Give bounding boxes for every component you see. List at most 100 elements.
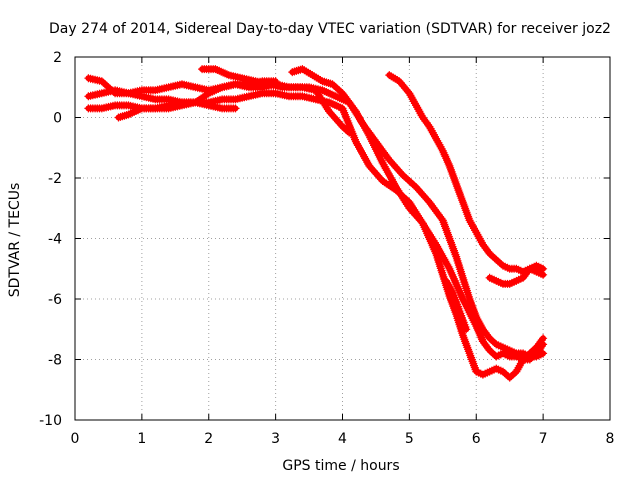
data-point [126,102,131,108]
data-point [426,199,432,205]
y-tick-label: -2 [48,171,62,187]
data-point [540,350,546,356]
data-point [219,105,225,111]
x-tick-label: 1 [137,431,146,447]
data-point [540,335,546,341]
data-point [259,90,265,96]
x-tick-label: 8 [606,431,615,447]
data-point [400,172,406,178]
data-point [513,278,519,284]
data-point [366,163,372,169]
data-point [319,78,325,84]
x-tick-label: 2 [204,431,213,447]
data-point [520,350,526,356]
data-point [540,272,546,278]
data-point [353,139,359,145]
data-point [299,66,305,72]
data-point [406,90,412,96]
data-point [533,269,539,275]
data-point [480,338,486,344]
data-point [487,347,493,353]
data-point [152,105,158,111]
data-point [112,87,118,93]
y-tick-label: -4 [48,232,62,248]
x-tick-label: 7 [539,431,548,447]
data-point [440,148,446,154]
data-point [447,236,452,241]
data-point [473,229,479,235]
data-point [493,354,499,359]
data-point [460,275,466,281]
data-point [460,317,466,323]
data-point [313,96,319,102]
series-layer [84,65,548,382]
data-point [533,350,539,356]
x-axis-label: GPS time / hours [282,458,399,474]
data-point [85,75,91,81]
data-point [480,372,486,378]
x-tick-label: 5 [405,431,414,447]
data-point [540,341,546,347]
y-tick-label: -10 [39,413,62,429]
data-point [179,102,185,108]
x-tick-label: 4 [338,431,347,447]
y-tick-label: -8 [48,353,62,369]
grid-layer [75,57,610,420]
data-point [457,308,462,314]
data-point [500,281,506,287]
tick-layer: 0 1 2 3 4 5 6 7 8 -10 -8 -6 -4 -2 0 2 [39,50,614,447]
data-point [513,266,519,272]
data-point [333,93,339,99]
data-point [99,78,105,84]
data-point [540,266,546,272]
data-point [199,66,205,72]
series-track-9 [442,276,471,334]
data-point [212,66,218,72]
data-point [126,90,131,96]
data-point [513,369,519,375]
data-point [192,84,198,90]
series-track-8 [485,261,548,288]
data-point [99,105,105,111]
data-point [450,290,456,296]
data-point [226,72,232,78]
data-point [487,335,493,341]
data-point [500,344,506,350]
data-point [326,108,332,114]
y-tick-label: 2 [53,50,62,66]
data-point [487,369,493,375]
data-point [493,257,499,263]
series-line [199,66,547,360]
data-point [353,108,359,114]
data-point [520,357,526,362]
data-point [126,112,131,117]
data-point [273,90,279,96]
series-track-6 [288,65,548,364]
data-point [219,96,225,102]
data-point [433,136,439,142]
data-point [460,296,466,302]
data-point [299,93,305,99]
data-point [233,81,238,87]
data-point [340,105,345,111]
data-point [139,93,145,99]
data-point [420,115,426,120]
data-point [460,199,466,205]
data-point [533,263,539,269]
data-point [116,115,121,120]
data-point [467,217,473,223]
series-track-7 [385,71,548,279]
data-point [340,90,345,96]
data-point [413,102,419,108]
data-point [507,347,513,353]
data-point [206,90,212,96]
data-point [447,284,452,290]
data-point [487,275,493,281]
data-point [380,178,386,184]
data-point [473,369,479,375]
data-point [340,124,345,130]
data-point [500,263,506,269]
data-point [406,205,412,211]
data-point [279,84,285,90]
